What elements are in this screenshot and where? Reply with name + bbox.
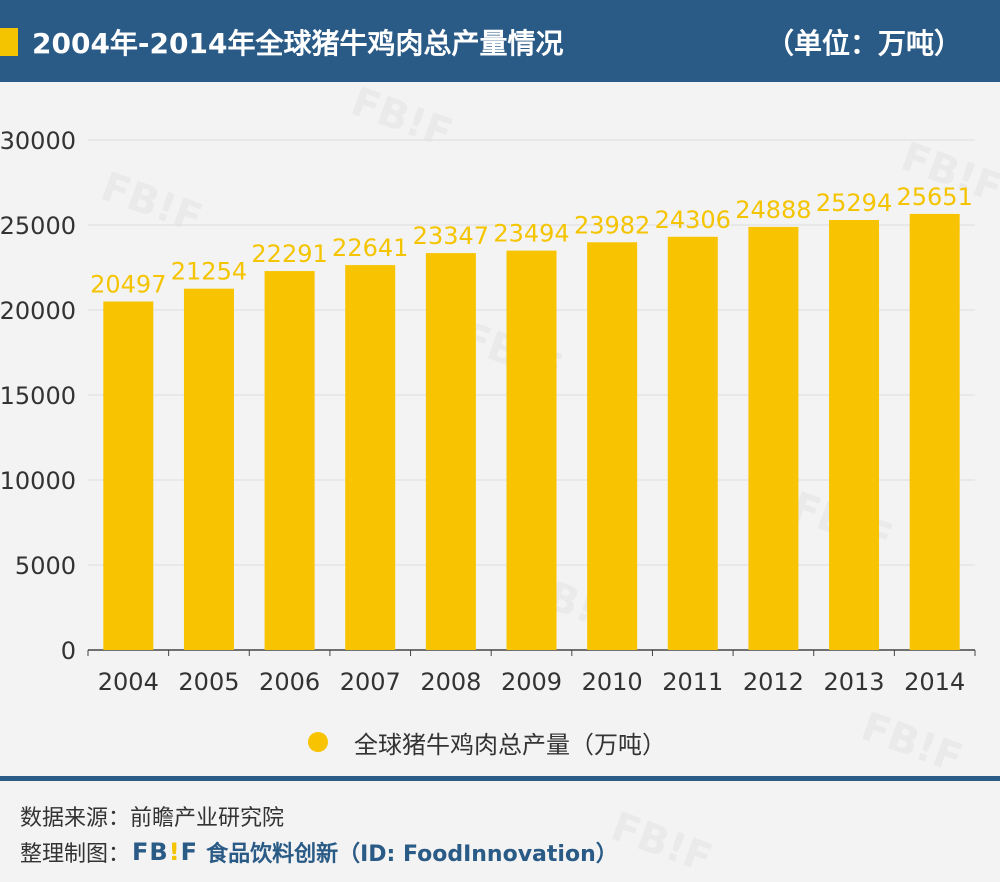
data-label: 22641 <box>332 234 408 262</box>
bar <box>345 265 396 650</box>
bar <box>829 220 880 650</box>
y-tick-label: 10000 <box>0 467 76 495</box>
bar <box>667 236 718 650</box>
bar <box>425 253 476 650</box>
bar-chart: 0 5000 10000 15000 20000 25000 30000 20497 2004 2… <box>0 127 976 696</box>
x-tick-label: 2005 <box>178 668 239 696</box>
brand-name: 食品饮料创新（ID: FoodInnovation） <box>206 842 618 867</box>
data-label: 24888 <box>735 196 811 224</box>
legend-label: 全球猪牛鸡肉总产量（万吨） <box>354 730 666 759</box>
legend: 全球猪牛鸡肉总产量（万吨） <box>308 725 666 759</box>
fbif-logo: FB!F <box>132 838 199 866</box>
x-tick-label: 2010 <box>582 668 643 696</box>
x-tick-label: 2007 <box>340 668 401 696</box>
bar <box>748 226 799 651</box>
x-tick-label: 2009 <box>501 668 562 696</box>
chart-title: 2004年-2014年全球猪牛鸡肉总产量情况 <box>32 27 564 60</box>
data-label: 24306 <box>655 206 731 234</box>
footer-divider <box>0 776 1000 781</box>
data-label: 23347 <box>413 222 489 250</box>
x-tick-label: 2011 <box>662 668 723 696</box>
watermark: FB!F <box>605 803 719 882</box>
data-source: 数据来源：前瞻产业研究院 <box>20 806 285 831</box>
x-tick-label: 2013 <box>824 668 885 696</box>
data-label: 25294 <box>816 189 892 217</box>
bar <box>506 250 557 651</box>
header-bar: 2004年-2014年全球猪牛鸡肉总产量情况 （单位：万吨） <box>0 0 1000 82</box>
bar <box>264 271 315 650</box>
unit-label: （单位：万吨） <box>765 27 962 60</box>
x-tick-label: 2014 <box>904 668 965 696</box>
bar <box>183 288 234 650</box>
credit-prefix: 整理制图： <box>20 842 131 867</box>
y-tick-label: 0 <box>61 637 76 665</box>
y-tick-label: 20000 <box>0 297 76 325</box>
data-label: 23982 <box>574 211 650 239</box>
y-tick-label: 30000 <box>0 127 76 155</box>
x-tick-label: 2008 <box>420 668 481 696</box>
y-tick-label: 5000 <box>15 552 76 580</box>
y-tick-label: 25000 <box>0 212 76 240</box>
data-label: 20497 <box>90 271 166 299</box>
credit-line: 整理制图： FB!F 食品饮料创新（ID: FoodInnovation） <box>20 836 618 868</box>
data-label: 22291 <box>251 240 327 268</box>
bar <box>587 242 638 650</box>
title-accent-mark <box>0 28 18 56</box>
data-label: 21254 <box>171 258 247 286</box>
bar <box>103 301 154 650</box>
bar <box>909 213 960 651</box>
legend-swatch <box>308 732 328 752</box>
x-tick-label: 2006 <box>259 668 320 696</box>
x-tick-label: 2012 <box>743 668 804 696</box>
x-tick-label: 2004 <box>98 668 159 696</box>
data-label: 23494 <box>493 220 569 248</box>
data-label: 25651 <box>897 183 973 211</box>
y-tick-label: 15000 <box>0 382 76 410</box>
